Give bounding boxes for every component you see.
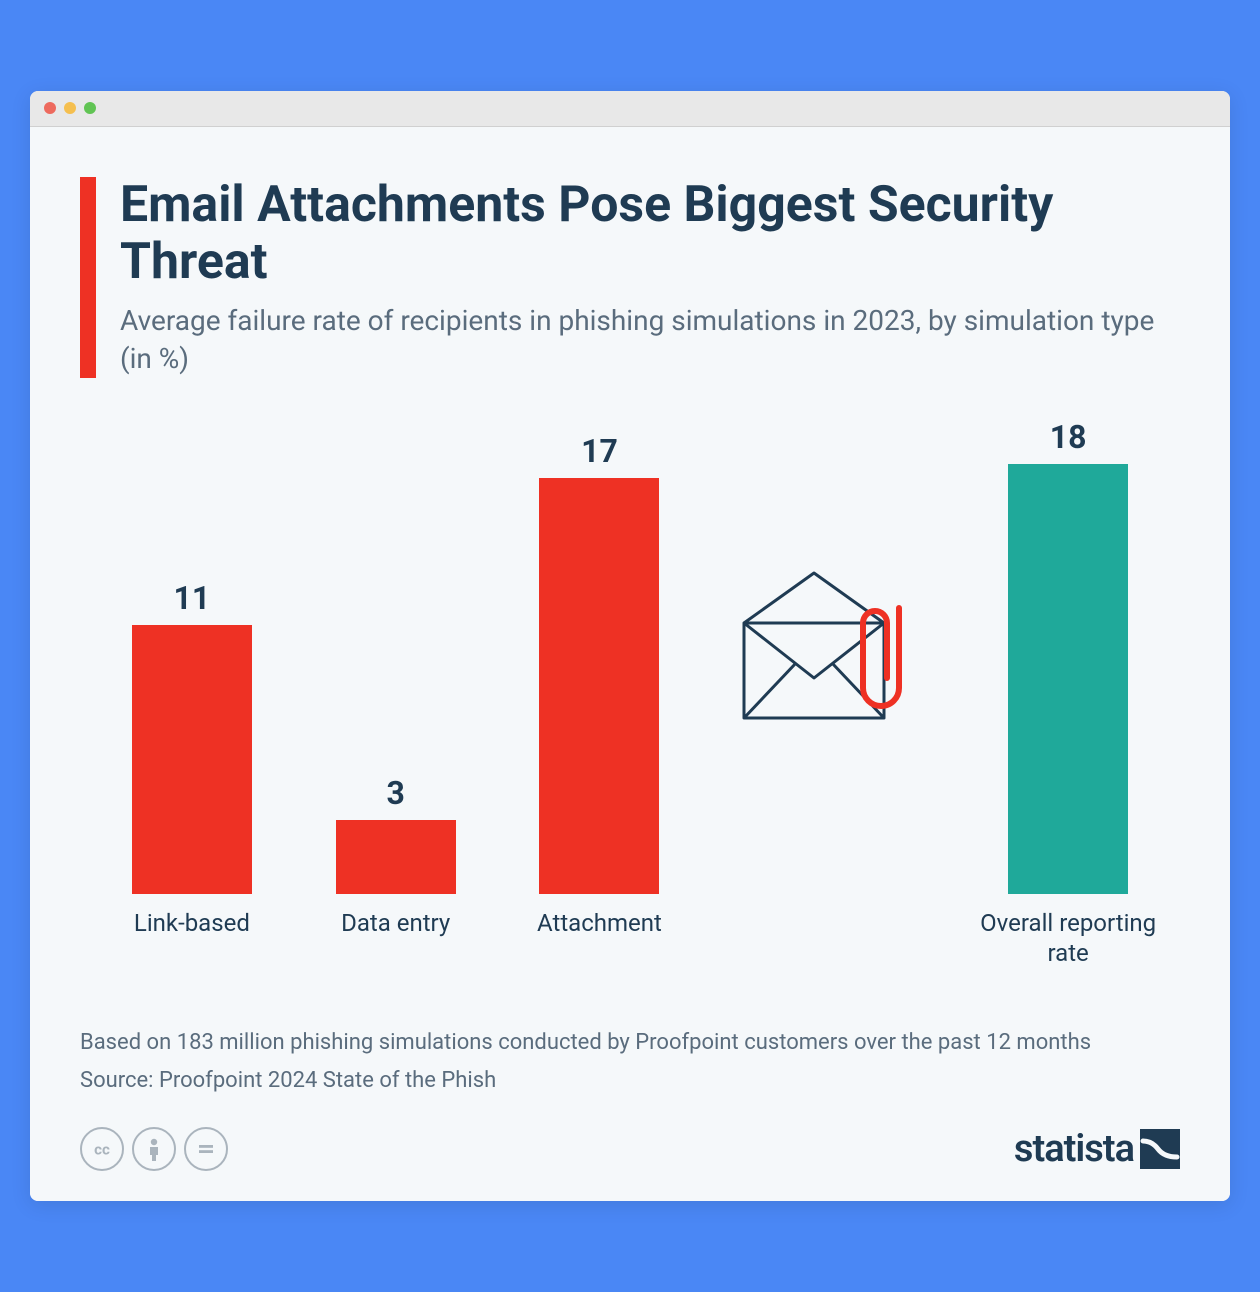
- browser-title-bar: [30, 91, 1230, 127]
- statista-logo: statista: [1014, 1127, 1180, 1171]
- bar-value: 11: [174, 579, 211, 617]
- brand-text: statista: [1014, 1127, 1134, 1171]
- window-max-dot[interactable]: [84, 102, 96, 114]
- cc-icon: cc: [80, 1127, 124, 1171]
- footer-row: cc statista: [80, 1127, 1180, 1171]
- license-icons: cc: [80, 1127, 228, 1171]
- page-subtitle: Average failure rate of recipients in ph…: [120, 302, 1180, 378]
- bar-chart: 11 Link-based 3 Data entry 17 Attachment 18 Ov…: [80, 418, 1180, 978]
- bar-rect: [336, 820, 456, 893]
- bar-value: 17: [581, 432, 618, 470]
- browser-window: Email Attachments Pose Biggest Security …: [30, 91, 1230, 1201]
- infographic-content: Email Attachments Pose Biggest Security …: [30, 127, 1230, 1201]
- secondary-bar-column: 18 Overall reporting rate: [966, 418, 1170, 978]
- window-min-dot[interactable]: [64, 102, 76, 114]
- bar-value: 18: [1050, 418, 1087, 456]
- bar-label: Link-based: [134, 908, 250, 978]
- nd-icon: [184, 1127, 228, 1171]
- bar-label: Data entry: [341, 908, 450, 978]
- bar-column: 17 Attachment: [498, 418, 702, 978]
- statista-wave-icon: [1140, 1129, 1180, 1169]
- title-accent-bar: [80, 177, 96, 378]
- bar-rect: [1008, 464, 1128, 894]
- bar-label: Attachment: [537, 908, 662, 978]
- bar-value: 3: [386, 774, 404, 812]
- envelope-attachment-icon: [701, 418, 966, 978]
- window-close-dot[interactable]: [44, 102, 56, 114]
- bar-rect: [132, 625, 252, 894]
- bar-label: Overall reporting rate: [966, 908, 1170, 978]
- bar-rect: [539, 478, 659, 894]
- bar-column: 11 Link-based: [90, 418, 294, 978]
- svg-text:cc: cc: [94, 1141, 110, 1159]
- by-icon: [132, 1127, 176, 1171]
- footnote-source: Source: Proofpoint 2024 State of the Phi…: [80, 1066, 1180, 1097]
- header: Email Attachments Pose Biggest Security …: [80, 177, 1180, 378]
- bar-column: 3 Data entry: [294, 418, 498, 978]
- page-title: Email Attachments Pose Biggest Security …: [120, 177, 1180, 292]
- footnote-methodology: Based on 183 million phishing simulation…: [80, 1028, 1180, 1059]
